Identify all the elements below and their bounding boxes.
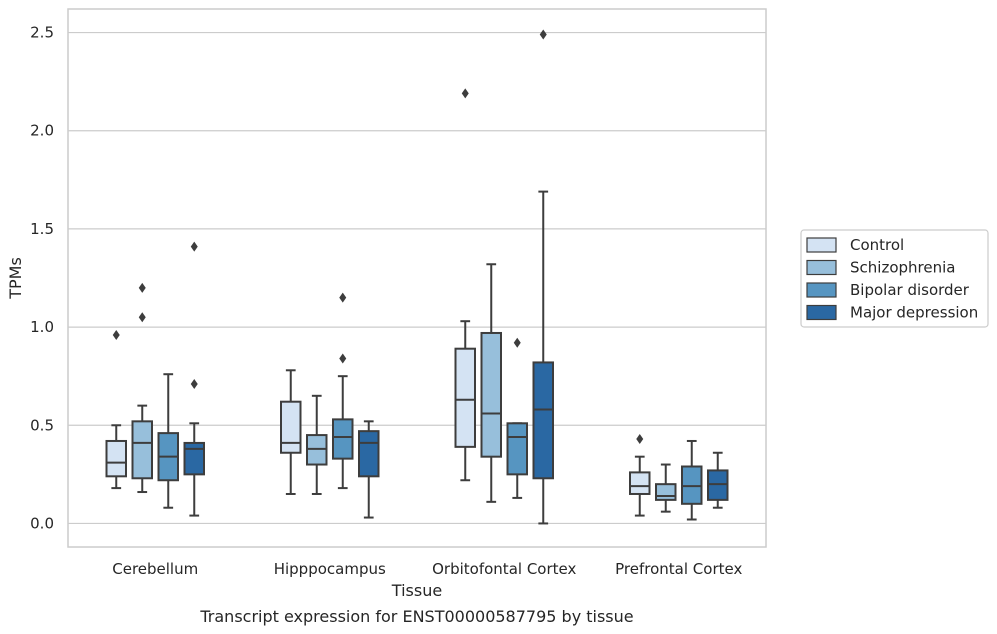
box-iqr [332,418,354,460]
box-bipolar-disorder [681,439,703,521]
outlier-point [539,29,547,40]
y-tick-label: 1.5 [30,220,54,238]
outlier-point [339,353,347,364]
box-major-depression [707,451,729,509]
box-iqr [655,483,677,501]
box-iqr [480,331,502,458]
x-tick-label: Orbitofontal Cortex [432,560,576,578]
box-schizophrenia [131,282,153,494]
legend-swatch [806,304,837,321]
outlier-point [461,88,469,99]
box-bipolar-disorder [506,337,528,499]
box-iqr [454,347,476,448]
y-tick-label: 0.0 [30,514,54,532]
legend: Control Schizophrenia Bipolar disorder Majo… [800,229,989,328]
box-schizophrenia [480,263,502,503]
legend-label: Control [850,236,904,254]
boxes [105,29,729,525]
plot-frame [67,8,767,548]
box-major-depression [532,29,554,525]
x-axis-label: Tissue [391,581,442,600]
box-control [454,88,476,482]
box-iqr [183,441,205,476]
outlier-point [190,379,198,390]
outlier-point [190,241,198,252]
legend-label: Major depression [850,304,978,322]
box-bipolar-disorder [157,373,179,509]
y-tick-labels: 0.0 0.5 1.0 1.5 2.0 2.5 [30,24,54,533]
box-iqr [280,400,302,454]
outlier-point [513,337,521,348]
box-control [629,434,651,517]
outlier-point [112,329,120,340]
x-tick-label: Cerebellum [112,560,198,578]
box-major-depression [183,241,205,517]
outlier-point [339,292,347,303]
outlier-point [636,434,644,445]
legend-swatch [806,237,837,253]
box-iqr [131,420,153,480]
x-tick-labels: Cerebellum Hipppocampus Orbitofontal Corte… [112,560,742,578]
box-control [280,369,302,495]
y-axis-label: TPMs [6,257,25,300]
x-tick-label: Hipppocampus [274,560,386,578]
box-iqr [506,422,528,476]
box-iqr [532,361,554,480]
legend-swatch [806,282,837,298]
gridlines [68,31,766,525]
box-bipolar-disorder [332,292,354,490]
box-control [105,329,127,490]
plot-border [67,8,767,548]
box-iqr [358,430,380,478]
legend-swatch [806,259,837,276]
chart-caption: Transcript expression for ENST0000058779… [199,607,633,626]
x-tick-label: Prefrontal Cortex [615,560,742,578]
box-schizophrenia [306,394,328,495]
legend-label: Schizophrenia [850,259,955,277]
outlier-point [138,312,146,323]
box-major-depression [358,420,380,519]
legend-label: Bipolar disorder [850,281,970,299]
box-schizophrenia [655,463,677,513]
y-tick-label: 0.5 [30,416,54,434]
y-tick-label: 2.0 [30,122,54,140]
y-tick-label: 2.5 [30,24,54,42]
box-iqr [105,439,127,478]
outlier-point [138,282,146,293]
legend-frame [800,229,989,328]
y-tick-label: 1.0 [30,318,54,336]
box-iqr [629,471,651,495]
